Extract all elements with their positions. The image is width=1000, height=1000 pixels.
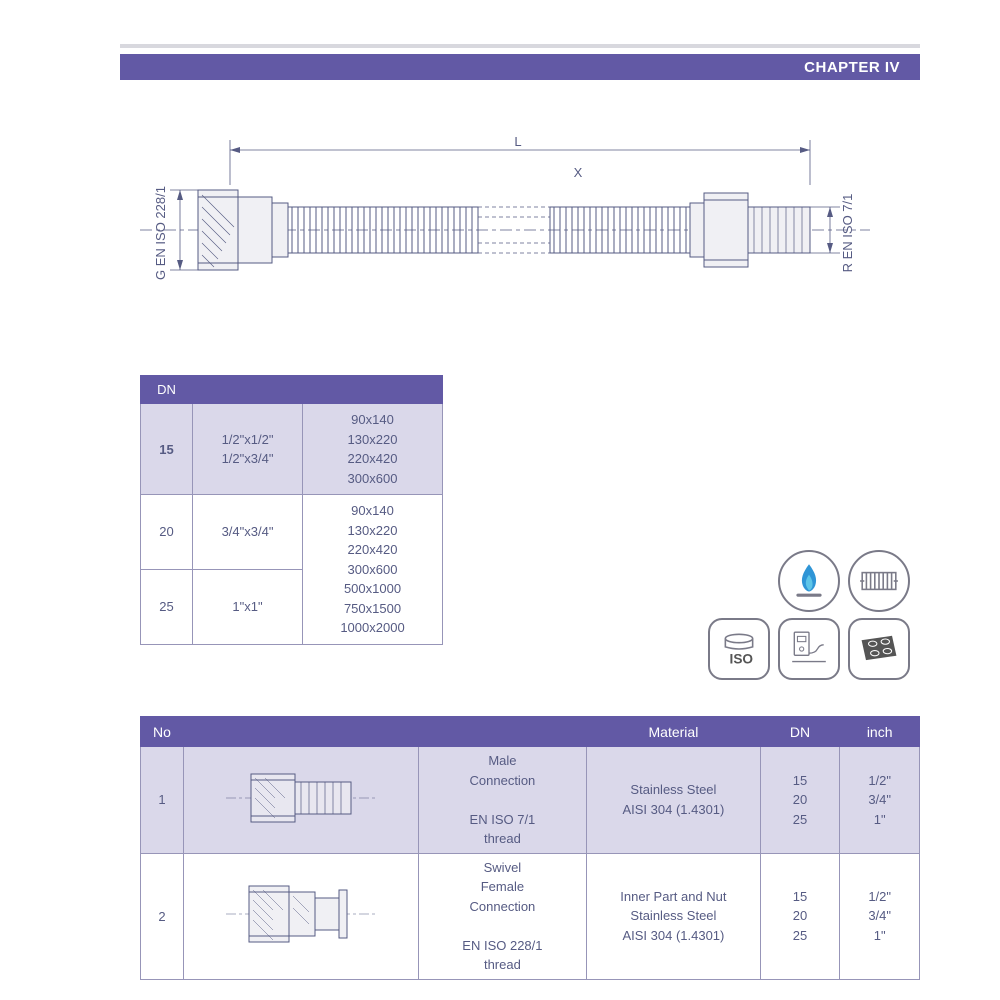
size-table: DN 15 1/2"x1/2"1/2"x3/4" 90x140130x22022…: [140, 375, 443, 645]
size-row-20: 20 3/4"x3/4" 90x140130x220220x420300x600…: [141, 495, 443, 570]
size-dn-15: 15: [141, 404, 193, 495]
parts-mat-1: Stainless SteelAISI 304 (1.4301): [587, 747, 761, 854]
parts-th-inch: inch: [840, 717, 920, 747]
chapter-title: CHAPTER IV: [804, 59, 900, 76]
parts-th-dn: DN: [760, 717, 840, 747]
length-label: L: [514, 135, 521, 149]
technical-drawing: L X G EN ISO 228/1: [140, 135, 870, 305]
parts-mat-2: Inner Part and NutStainless SteelAISI 30…: [587, 853, 761, 979]
parts-no-2: 2: [141, 853, 184, 979]
cooktop-icon: [848, 618, 910, 680]
size-sizes-20: 3/4"x3/4": [193, 495, 303, 570]
x-label: X: [574, 165, 583, 180]
coil-icon: [848, 550, 910, 612]
size-dims-15: 90x140130x220220x420300x600: [303, 404, 443, 495]
heater-icon: [778, 618, 840, 680]
parts-th-desc: [418, 717, 586, 747]
parts-row-2: 2 SwivelFemaleConnectionEN ISO 228/1thre…: [141, 853, 920, 979]
parts-th-img: [183, 717, 418, 747]
svg-text:ISO: ISO: [730, 652, 754, 667]
parts-inch-1: 1/2"3/4"1": [840, 747, 920, 854]
parts-desc-2: SwivelFemaleConnectionEN ISO 228/1thread: [418, 853, 586, 979]
header-bar: CHAPTER IV: [120, 54, 920, 80]
parts-img-2: [183, 853, 418, 979]
size-dn-25: 25: [141, 569, 193, 644]
size-sizes-25: 1"x1": [193, 569, 303, 644]
header-stripe: [120, 44, 920, 48]
size-row-15: 15 1/2"x1/2"1/2"x3/4" 90x140130x220220x4…: [141, 404, 443, 495]
parts-th-mat: Material: [587, 717, 761, 747]
parts-desc-1: MaleConnectionEN ISO 7/1thread: [418, 747, 586, 854]
size-dn-20: 20: [141, 495, 193, 570]
size-th-dn: DN: [141, 376, 193, 404]
parts-th-no: No: [141, 717, 184, 747]
parts-inch-2: 1/2"3/4"1": [840, 853, 920, 979]
parts-img-1: [183, 747, 418, 854]
right-std: R EN ISO 7/1: [840, 194, 855, 273]
parts-row-1: 1 MaleConnectionEN ISO 7/1thread Stainle…: [141, 747, 920, 854]
parts-dn-1: 152025: [760, 747, 840, 854]
size-th-blank2: [303, 376, 443, 404]
flame-icon: [778, 550, 840, 612]
parts-dn-2: 152025: [760, 853, 840, 979]
iso-icon: ISO: [708, 618, 770, 680]
parts-no-1: 1: [141, 747, 184, 854]
left-std: G EN ISO 228/1: [153, 186, 168, 280]
size-dims-20-25: 90x140130x220220x420300x600500x1000750x1…: [303, 495, 443, 645]
icon-group: ISO: [700, 550, 910, 686]
size-sizes-15: 1/2"x1/2"1/2"x3/4": [193, 404, 303, 495]
parts-table: No Material DN inch 1: [140, 716, 920, 980]
size-th-blank1: [193, 376, 303, 404]
